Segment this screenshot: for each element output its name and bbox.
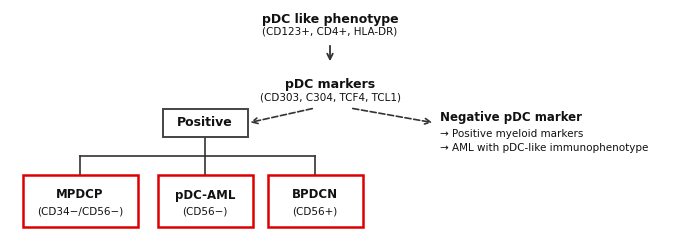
- Text: MPDCP: MPDCP: [56, 188, 104, 201]
- Text: BPDCN: BPDCN: [292, 188, 338, 201]
- Text: (CD56−): (CD56−): [183, 206, 228, 216]
- Bar: [162, 109, 247, 137]
- Text: (CD34−/CD56−): (CD34−/CD56−): [37, 206, 123, 216]
- Text: (CD56+): (CD56+): [292, 206, 337, 216]
- Text: (CD303, C304, TCF4, TCL1): (CD303, C304, TCF4, TCL1): [259, 92, 401, 102]
- Text: pDC markers: pDC markers: [285, 78, 375, 91]
- Text: → AML with pDC-like immunophenotype: → AML with pDC-like immunophenotype: [440, 143, 648, 153]
- Text: Positive: Positive: [177, 116, 233, 129]
- Text: pDC like phenotype: pDC like phenotype: [261, 13, 398, 26]
- Text: → Positive myeloid markers: → Positive myeloid markers: [440, 129, 583, 139]
- Text: Negative pDC marker: Negative pDC marker: [440, 111, 582, 123]
- Bar: [22, 175, 137, 227]
- Text: (CD123+, CD4+, HLA-DR): (CD123+, CD4+, HLA-DR): [262, 27, 397, 37]
- Text: pDC-AML: pDC-AML: [175, 188, 235, 201]
- Bar: [158, 175, 252, 227]
- Bar: [268, 175, 362, 227]
